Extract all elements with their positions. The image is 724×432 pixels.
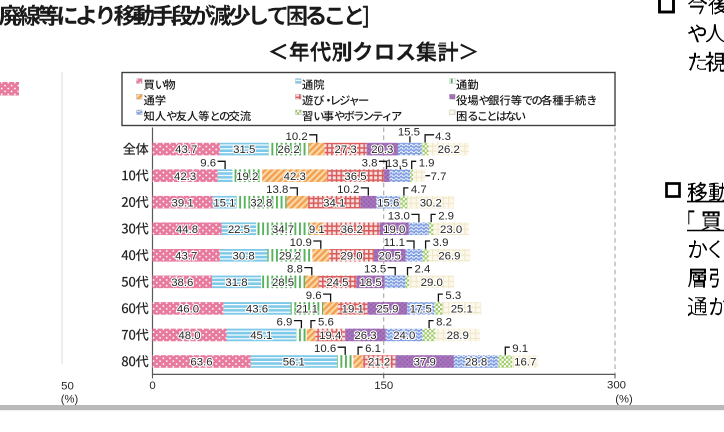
- svg-text:4.7: 4.7: [411, 184, 427, 196]
- svg-text:7.7: 7.7: [431, 171, 447, 183]
- svg-text:3.9: 3.9: [433, 237, 449, 249]
- svg-text:13.8: 13.8: [266, 184, 288, 196]
- svg-text:(%): (%): [615, 394, 633, 406]
- svg-text:31.8: 31.8: [225, 277, 247, 289]
- svg-text:28.9: 28.9: [447, 330, 469, 342]
- svg-text:10.6: 10.6: [314, 343, 336, 355]
- svg-text:24.0: 24.0: [393, 330, 415, 342]
- svg-text:10.2: 10.2: [337, 184, 359, 196]
- svg-text:4.3: 4.3: [435, 131, 451, 143]
- svg-text:29.0: 29.0: [421, 277, 443, 289]
- svg-text:31.5: 31.5: [233, 144, 255, 156]
- svg-text:150: 150: [374, 380, 393, 392]
- svg-text:21.1: 21.1: [296, 304, 318, 316]
- svg-text:21.2: 21.2: [368, 357, 390, 369]
- svg-text:300: 300: [607, 379, 626, 391]
- svg-text:11.1: 11.1: [384, 237, 405, 249]
- svg-text:26.3: 26.3: [354, 330, 376, 342]
- svg-text:29.2: 29.2: [279, 250, 301, 262]
- svg-text:30.2: 30.2: [420, 197, 442, 209]
- svg-text:23.0: 23.0: [440, 224, 462, 236]
- svg-text:18.5: 18.5: [360, 277, 382, 289]
- svg-text:9.6: 9.6: [200, 157, 216, 169]
- svg-text:19.0: 19.0: [383, 224, 405, 236]
- svg-text:2.9: 2.9: [438, 210, 454, 222]
- svg-text:56.1: 56.1: [283, 357, 305, 369]
- svg-text:6.1: 6.1: [365, 343, 381, 355]
- svg-text:36.5: 36.5: [344, 171, 366, 183]
- svg-text:37.9: 37.9: [414, 357, 436, 369]
- svg-text:6.9: 6.9: [277, 317, 293, 329]
- svg-text:29.0: 29.0: [340, 250, 362, 262]
- svg-text:42.3: 42.3: [284, 171, 306, 183]
- svg-text:3.8: 3.8: [362, 157, 378, 169]
- svg-text:20.5: 20.5: [379, 250, 401, 262]
- svg-text:15.1: 15.1: [213, 197, 235, 209]
- svg-text:44.8: 44.8: [176, 224, 198, 236]
- svg-text:25.1: 25.1: [451, 304, 473, 316]
- svg-text:48.0: 48.0: [178, 330, 200, 342]
- svg-text:26.2: 26.2: [278, 144, 300, 156]
- svg-text:17.5: 17.5: [410, 304, 432, 316]
- svg-text:2.4: 2.4: [415, 264, 431, 276]
- svg-text:9.1: 9.1: [512, 343, 528, 355]
- svg-text:34.7: 34.7: [272, 224, 294, 236]
- svg-text:30.8: 30.8: [233, 250, 255, 262]
- svg-text:8.2: 8.2: [436, 317, 452, 329]
- svg-text:15.5: 15.5: [398, 126, 420, 138]
- svg-text:45.1: 45.1: [250, 330, 272, 342]
- svg-text:43.6: 43.6: [246, 304, 268, 316]
- svg-text:22.5: 22.5: [228, 224, 250, 236]
- svg-text:(%): (%): [61, 394, 79, 406]
- svg-text:10.2: 10.2: [286, 131, 308, 143]
- svg-text:5.6: 5.6: [318, 317, 334, 329]
- svg-text:43.7: 43.7: [175, 250, 197, 262]
- svg-text:34.1: 34.1: [323, 197, 345, 209]
- svg-text:28.5: 28.5: [272, 277, 294, 289]
- svg-text:13.5: 13.5: [364, 264, 386, 276]
- svg-text:9.6: 9.6: [306, 290, 322, 302]
- svg-text:20.3: 20.3: [371, 144, 393, 156]
- svg-text:39.1: 39.1: [172, 197, 194, 209]
- svg-text:38.6: 38.6: [171, 277, 193, 289]
- svg-text:50: 50: [61, 381, 74, 393]
- svg-text:0: 0: [149, 380, 155, 392]
- svg-text:19.2: 19.2: [236, 171, 258, 183]
- svg-text:27.3: 27.3: [335, 144, 357, 156]
- svg-text:42.3: 42.3: [174, 171, 196, 183]
- svg-text:8.8: 8.8: [287, 264, 303, 276]
- svg-text:1.9: 1.9: [419, 157, 435, 169]
- svg-text:32.8: 32.8: [250, 197, 272, 209]
- svg-text:36.2: 36.2: [341, 224, 363, 236]
- svg-text:46.0: 46.0: [177, 304, 199, 316]
- svg-text:25.9: 25.9: [376, 304, 398, 316]
- svg-text:13.5: 13.5: [386, 158, 408, 170]
- svg-text:13.0: 13.0: [388, 210, 410, 222]
- svg-text:26.2: 26.2: [438, 144, 460, 156]
- svg-text:10.9: 10.9: [290, 237, 312, 249]
- svg-text:24.5: 24.5: [326, 277, 348, 289]
- svg-text:16.7: 16.7: [514, 357, 536, 369]
- svg-text:43.7: 43.7: [175, 144, 197, 156]
- svg-text:63.6: 63.6: [190, 357, 212, 369]
- svg-text:15.6: 15.6: [377, 197, 399, 209]
- svg-text:9.1: 9.1: [309, 224, 325, 236]
- svg-text:5.3: 5.3: [445, 290, 461, 302]
- svg-text:26.9: 26.9: [438, 250, 460, 262]
- svg-text:19.1: 19.1: [342, 304, 364, 316]
- svg-text:19.4: 19.4: [319, 330, 341, 342]
- svg-text:28.8: 28.8: [465, 357, 487, 369]
